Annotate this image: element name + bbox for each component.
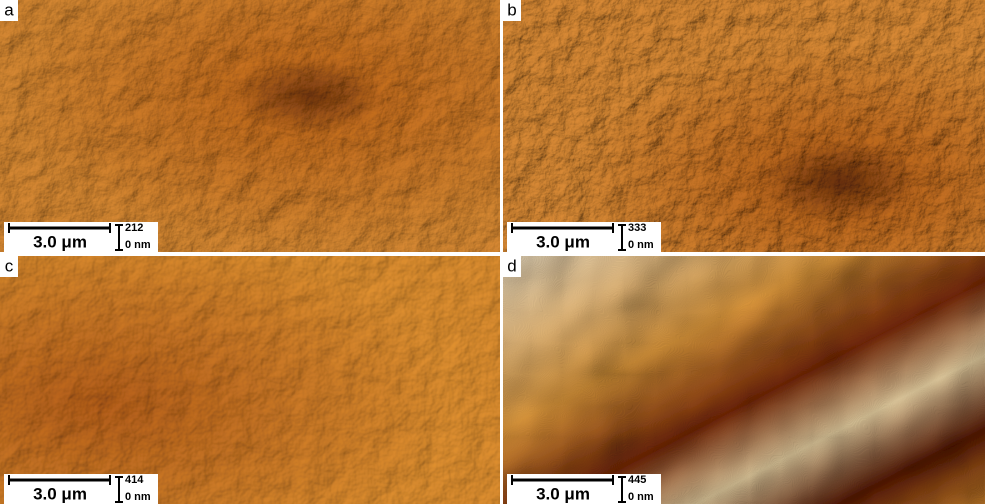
panel-label: a — [4, 0, 14, 19]
scale-label: 3.0 μm — [536, 484, 590, 503]
scale-label: 3.0 μm — [536, 232, 590, 251]
afm-image — [503, 256, 985, 504]
panel-label: d — [507, 256, 516, 275]
height-max: 414 — [125, 474, 144, 486]
height-min: 0 nm — [125, 491, 151, 503]
panel-label: c — [5, 256, 14, 275]
panel-label: b — [507, 0, 516, 19]
height-max: 445 — [628, 474, 646, 486]
afm-image — [503, 0, 985, 252]
scale-label: 3.0 μm — [33, 232, 87, 251]
afm-image — [0, 0, 500, 252]
page: a 3.0 μm 212 0 nm b 3.0 μm 333 0 nm c 3.0 μm 414 0 … — [0, 0, 985, 504]
height-min: 0 nm — [628, 239, 654, 251]
height-min: 0 nm — [125, 239, 151, 251]
afm-image — [0, 256, 500, 504]
height-max: 212 — [125, 222, 143, 234]
height-min: 0 nm — [628, 491, 654, 503]
height-max: 333 — [628, 222, 646, 234]
figure: a 3.0 μm 212 0 nm b 3.0 μm 333 0 nm c 3.0 μm 414 0 … — [0, 0, 985, 504]
scale-label: 3.0 μm — [33, 484, 87, 503]
